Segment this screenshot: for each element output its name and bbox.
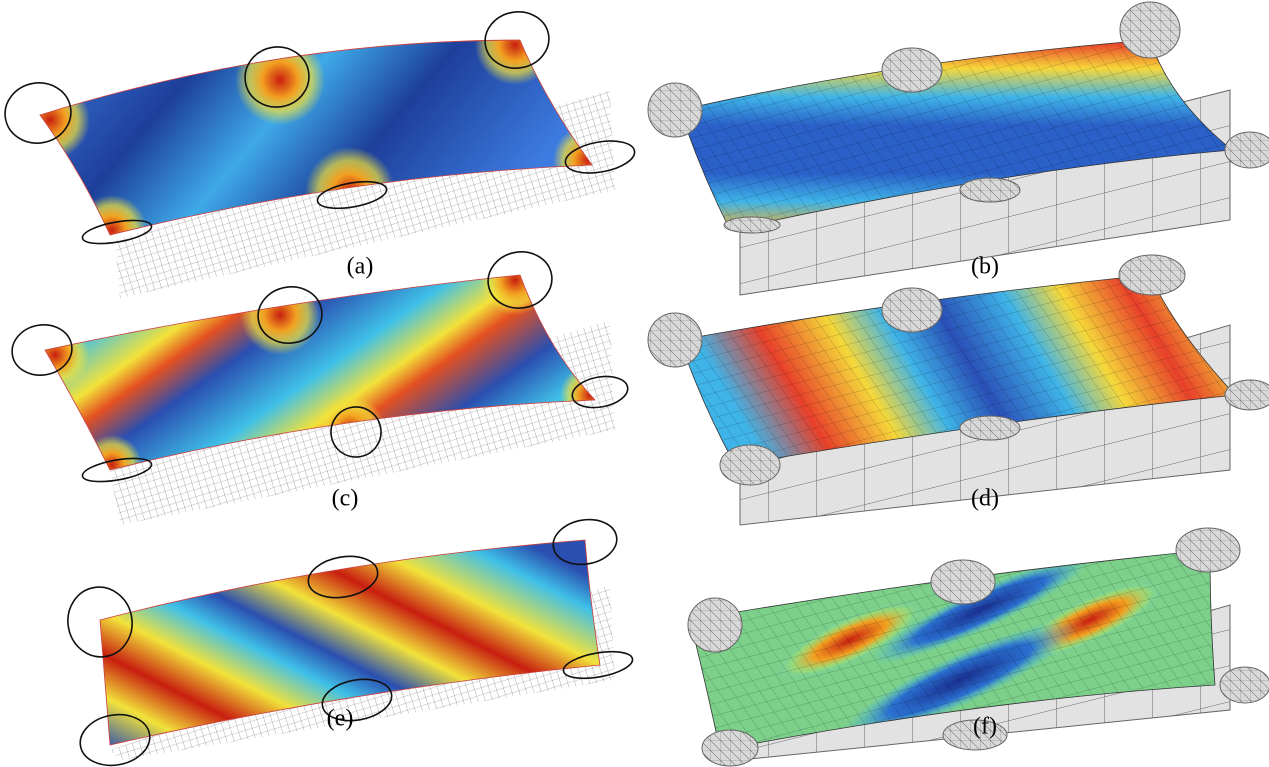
- hotspot: [20, 320, 90, 390]
- panel-label: (b): [971, 254, 999, 280]
- panel: [8, 245, 630, 525]
- support-disk: [1176, 528, 1240, 572]
- panel-label: (f): [973, 714, 997, 740]
- panel-label: (e): [327, 706, 354, 732]
- support-disk: [720, 445, 780, 485]
- panel: [648, 255, 1269, 525]
- panel: [648, 2, 1269, 295]
- support-disk: [1225, 132, 1269, 168]
- figure: (a) (b) (c) (d) (e) (f): [0, 0, 1269, 767]
- support-disk: [648, 83, 702, 137]
- support-disk: [688, 598, 742, 652]
- panel-label: (d): [971, 486, 999, 512]
- hotspot: [235, 35, 325, 125]
- support-disk: [702, 730, 758, 766]
- panel-label: (c): [332, 486, 359, 512]
- hotspot: [480, 245, 550, 315]
- support-disk: [882, 288, 942, 332]
- support-disk: [1225, 380, 1269, 410]
- support-disk: [724, 217, 780, 233]
- panel: [0, 5, 637, 298]
- support-disk: [960, 416, 1020, 440]
- support-disk: [648, 313, 702, 367]
- support-disk: [960, 178, 1020, 202]
- support-disk: [882, 48, 942, 92]
- support-disk: [931, 560, 995, 604]
- hotspot: [240, 275, 320, 355]
- support-disk: [1120, 2, 1180, 58]
- support-disk: [1220, 667, 1269, 703]
- panel-label: (a): [347, 254, 374, 280]
- hotspot: [475, 5, 555, 85]
- hotspot: [10, 80, 90, 160]
- support-disk: [1119, 255, 1185, 295]
